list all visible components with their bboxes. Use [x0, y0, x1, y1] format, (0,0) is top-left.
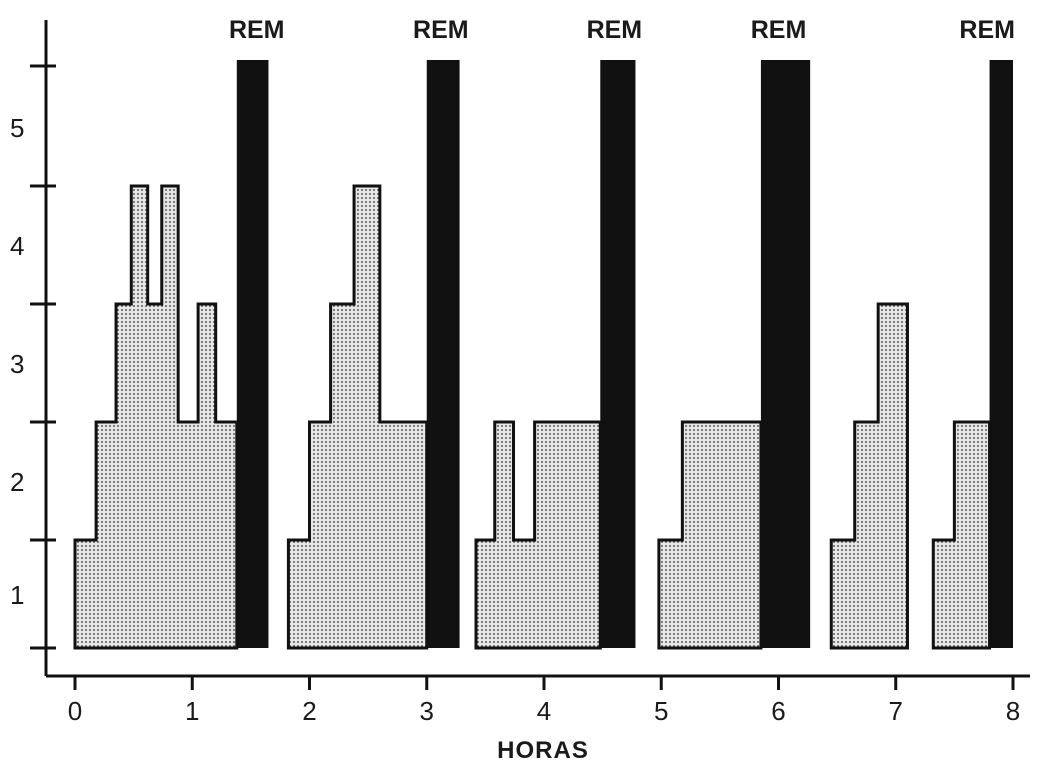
rem-bar-cycle-2 [426, 60, 460, 648]
rem-bar-cycle-3 [600, 60, 636, 648]
sleep-cycle-3-stages [474, 420, 602, 650]
x-tick-label: 2 [302, 696, 316, 726]
rem-label: REM [229, 16, 285, 44]
y-tick-label: 2 [10, 467, 24, 497]
y-tick-label: 4 [10, 231, 24, 261]
rem-bar-cycle-6 [989, 60, 1013, 648]
x-tick-label: 6 [771, 696, 785, 726]
y-tick-label: 3 [10, 349, 24, 379]
x-tick-label: 1 [185, 696, 199, 726]
x-tick-label: 3 [420, 696, 434, 726]
sleep-cycle-5-stages [829, 302, 909, 650]
rem-label: REM [959, 16, 1015, 44]
x-tick-label: 8 [1006, 696, 1020, 726]
rem-label: REM [587, 16, 643, 44]
rem-label: REM [751, 16, 807, 44]
rem-label: REM [413, 16, 469, 44]
sleep-cycle-2-stages [286, 184, 429, 650]
x-tick-label: 0 [68, 696, 82, 726]
x-tick-label: 5 [654, 696, 668, 726]
x-tick-label: 7 [889, 696, 903, 726]
plot-area [73, 60, 1013, 650]
sleep-cycle-6-stages [931, 420, 992, 650]
rem-bar-cycle-1 [236, 60, 269, 648]
rem-bar-cycle-4 [760, 60, 811, 648]
x-axis-title: HORAS [497, 737, 589, 764]
y-tick-label: 5 [10, 113, 24, 143]
y-tick-label: 1 [10, 580, 24, 610]
x-tick-label: 4 [537, 696, 551, 726]
axes [30, 20, 1030, 690]
sleep-cycle-1-stages [73, 184, 239, 650]
labels: 1 2 3 4 5 0 1 2 3 4 5 6 7 8 REM REM REM REM REM [10, 16, 1020, 726]
sleep-cycle-4-stages [657, 420, 763, 650]
